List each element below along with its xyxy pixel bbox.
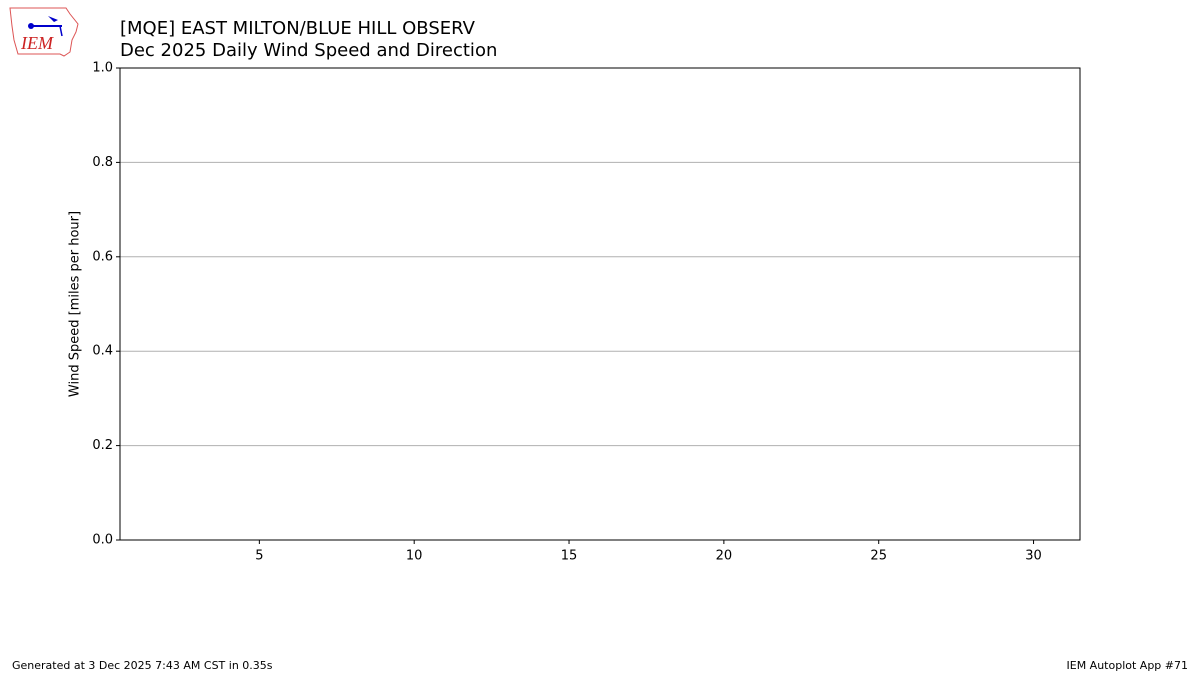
plot-frame: [119, 67, 1081, 541]
logo: IEM: [9, 7, 79, 57]
logo-outline: [9, 7, 79, 57]
x-tick-label: 10: [406, 549, 423, 564]
y-tick-label: 0.2: [92, 438, 113, 453]
y-axis-label: Wind Speed [miles per hour]: [68, 211, 83, 397]
chart-subtitle: Dec 2025 Daily Wind Speed and Direction: [120, 40, 497, 61]
y-tick-label: 0.4: [92, 344, 113, 359]
x-tick-label: 5: [255, 549, 263, 564]
y-tick-label: 0.0: [92, 533, 113, 548]
logo-text: IEM: [20, 33, 54, 53]
y-tick-label: 0.6: [92, 249, 113, 264]
logo-symbol: [48, 16, 58, 22]
x-tick-label: 30: [1025, 549, 1042, 564]
x-tick-label: 15: [561, 549, 578, 564]
y-tick-label: 1.0: [92, 61, 113, 76]
y-tick-label: 0.8: [92, 155, 113, 170]
logo-symbol: [28, 23, 34, 29]
chart-title: [MQE] EAST MILTON/BLUE HILL OBSERV: [120, 18, 476, 39]
x-tick-label: 25: [870, 549, 887, 564]
footer-right: IEM Autoplot App #71: [1067, 659, 1189, 672]
x-tick-label: 20: [716, 549, 733, 564]
logo-symbol: [59, 25, 63, 37]
footer-left: Generated at 3 Dec 2025 7:43 AM CST in 0…: [12, 659, 273, 672]
